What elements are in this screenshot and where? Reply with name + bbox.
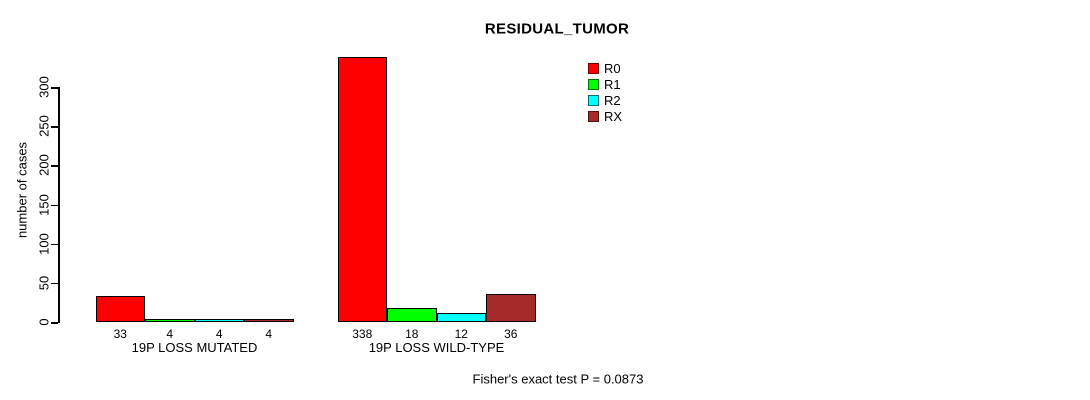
legend-swatch-r0 (588, 63, 599, 74)
y-axis-tick (51, 126, 58, 128)
category-label: 19P LOSS WILD-TYPE (368, 340, 505, 355)
y-axis-tick-label: 250 (36, 115, 52, 138)
legend-swatch-rx (588, 111, 599, 122)
bar-value-label: 33 (113, 327, 127, 341)
bar-r1-1 (145, 318, 195, 322)
category-label: 19P LOSS MUTATED (131, 340, 258, 355)
bar-r0-1 (95, 296, 145, 322)
bar-r0-2 (337, 57, 387, 322)
bar-value-label: 36 (504, 327, 518, 341)
legend-label: R0 (604, 61, 621, 76)
bar-rx-2 (486, 293, 536, 322)
bar-r1-2 (387, 307, 437, 322)
bar-value-label: 338 (352, 327, 373, 341)
y-axis-tick (51, 322, 58, 324)
annotation-text: Fisher's exact test P = 0.0873 (472, 371, 644, 387)
legend-swatch-r2 (588, 95, 599, 106)
y-axis-tick (51, 243, 58, 246)
legend-row-rx: RX (588, 109, 623, 124)
y-axis-tick (51, 282, 58, 285)
legend-label: R2 (604, 93, 621, 108)
y-axis-tick (51, 204, 58, 206)
y-axis-tick-label: 300 (36, 76, 52, 98)
y-axis-label: number of cases (14, 141, 30, 239)
bar-r2-1 (194, 318, 244, 322)
bar-value-label: 4 (265, 327, 273, 341)
bar-rx-1 (244, 318, 294, 322)
legend-label: R1 (604, 77, 621, 92)
bar-value-label: 4 (215, 327, 223, 341)
legend-row-r0: R0 (588, 61, 622, 76)
y-axis-tick-label: 100 (36, 232, 52, 255)
y-axis-line (58, 87, 60, 323)
legend-swatch-r1 (588, 79, 599, 90)
bar-value-label: 18 (405, 327, 419, 341)
y-axis-tick-label: 50 (36, 275, 52, 291)
legend: R0 R1 R2 RX (588, 61, 623, 127)
y-axis-tick (51, 165, 58, 167)
legend-row-r1: R1 (588, 77, 622, 92)
bar-value-label: 12 (454, 327, 468, 341)
legend-row-r2: R2 (588, 93, 622, 108)
bar-value-label: 4 (166, 327, 174, 341)
bar-r2-2 (436, 312, 486, 322)
y-axis-tick-label: 0 (36, 318, 52, 326)
y-axis-tick-label: 200 (36, 154, 52, 177)
y-axis-tick-label: 150 (36, 193, 52, 216)
legend-label: RX (604, 109, 623, 124)
chart-title: RESIDUAL_TUMOR (484, 20, 630, 38)
y-axis-tick (51, 87, 58, 89)
